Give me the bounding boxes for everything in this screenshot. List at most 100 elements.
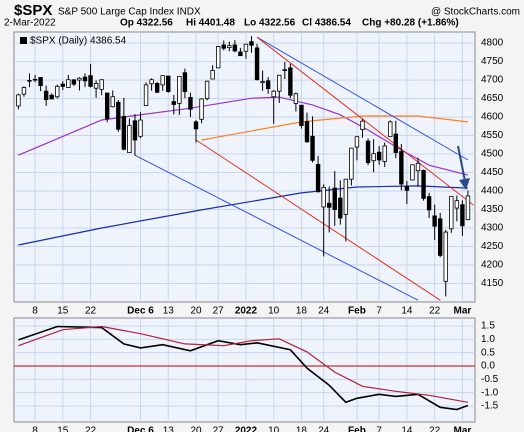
candle-body bbox=[238, 51, 243, 57]
y-tick-label: -1.5 bbox=[481, 401, 499, 412]
y-tick-label: 4450 bbox=[481, 167, 504, 178]
candle-body bbox=[16, 94, 21, 107]
candle-body bbox=[293, 93, 299, 104]
legend: $SPX (Daily) 4386.54 bbox=[30, 36, 127, 47]
candle-body bbox=[326, 202, 332, 208]
y-tick-label: 4500 bbox=[481, 149, 504, 160]
candle-body bbox=[349, 147, 354, 180]
candle-body bbox=[315, 164, 321, 193]
candle-body bbox=[154, 83, 160, 93]
price-panel bbox=[13, 31, 476, 303]
candle-body bbox=[432, 215, 437, 227]
candle-body bbox=[88, 75, 93, 87]
candle-body bbox=[249, 41, 254, 46]
candle-body bbox=[299, 104, 304, 126]
trend-line bbox=[134, 154, 419, 301]
change: Chg +80.28 (+1.86%) bbox=[362, 18, 459, 29]
moving-average bbox=[201, 115, 468, 141]
candle-body bbox=[43, 90, 49, 101]
x-tick-label: 14 bbox=[401, 426, 413, 432]
candle-body bbox=[426, 196, 432, 211]
x-tick-label: 8 bbox=[32, 426, 38, 432]
y-tick-label: 4250 bbox=[481, 241, 504, 252]
indicator-line bbox=[18, 325, 469, 403]
candle-body bbox=[443, 231, 448, 282]
candle-body bbox=[93, 83, 99, 89]
candle-body bbox=[77, 77, 82, 81]
candle-body bbox=[160, 75, 165, 86]
trend-line bbox=[256, 36, 469, 161]
x-tick-label: 13 bbox=[163, 426, 175, 432]
y-tick-label: -0.5 bbox=[481, 374, 499, 385]
site: @ StockCharts.com bbox=[431, 7, 520, 18]
close: Cl 4386.54 bbox=[302, 18, 351, 29]
y-tick-label: 0.0 bbox=[481, 361, 495, 372]
candle-body bbox=[55, 85, 60, 98]
candle-body bbox=[465, 195, 471, 221]
candle-body bbox=[182, 72, 188, 92]
candle-body bbox=[99, 79, 104, 90]
candle-body bbox=[321, 186, 326, 208]
x-tick-label: 10 bbox=[268, 306, 280, 317]
candle-body bbox=[71, 79, 77, 85]
candle-body bbox=[221, 44, 226, 49]
y-tick-label: 1.0 bbox=[481, 334, 495, 345]
date: 2-Mar-2022 bbox=[4, 18, 56, 29]
candle-body bbox=[399, 151, 404, 185]
candle-body bbox=[116, 101, 121, 130]
open: Op 4322.56 bbox=[120, 18, 173, 29]
candle-body bbox=[82, 76, 88, 82]
x-tick-label: 24 bbox=[318, 426, 330, 432]
candle-body bbox=[210, 70, 215, 80]
y-tick-label: -1.0 bbox=[481, 387, 499, 398]
candle-body bbox=[449, 196, 454, 230]
candle-body bbox=[127, 125, 132, 153]
x-tick-label: Mar bbox=[454, 306, 472, 317]
x-tick-label: 2022 bbox=[235, 306, 258, 317]
candle-body bbox=[282, 69, 287, 71]
candle-body bbox=[105, 92, 110, 120]
candle-body bbox=[171, 101, 176, 105]
candle-body bbox=[437, 218, 443, 256]
y-tick-label: 4650 bbox=[481, 93, 504, 104]
trend-line bbox=[256, 36, 474, 206]
x-tick-label: 10 bbox=[268, 426, 280, 432]
symbol: $SPX bbox=[14, 2, 52, 19]
candle-body bbox=[232, 44, 238, 52]
y-tick-label: 0.5 bbox=[481, 347, 495, 358]
candle-body bbox=[277, 74, 282, 92]
x-tick-label: 27 bbox=[213, 426, 225, 432]
y-tick-label: 4550 bbox=[481, 130, 504, 141]
x-tick-label: 8 bbox=[32, 306, 38, 317]
y-tick-label: 4700 bbox=[481, 75, 504, 86]
x-tick-label: 7 bbox=[376, 426, 382, 432]
candle-body bbox=[38, 77, 43, 87]
candle-body bbox=[388, 121, 393, 138]
x-tick-label: 22 bbox=[85, 426, 97, 432]
candle-body bbox=[199, 98, 204, 120]
x-tick-label: Dec 6 bbox=[127, 306, 154, 317]
y-tick-label: 4150 bbox=[481, 278, 504, 289]
y-tick-label: 4300 bbox=[481, 223, 504, 234]
y-tick-label: 4200 bbox=[481, 260, 504, 271]
security-name: S&P 500 Large Cap Index INDX bbox=[58, 7, 201, 18]
y-tick-label: 4350 bbox=[481, 204, 504, 215]
candle-body bbox=[365, 140, 371, 163]
candle-body bbox=[166, 75, 171, 92]
candle-body bbox=[332, 187, 337, 210]
arrow-annotation bbox=[457, 145, 470, 190]
x-tick-label: 22 bbox=[429, 306, 441, 317]
x-tick-label: Feb bbox=[348, 306, 366, 317]
candle-body bbox=[21, 87, 27, 95]
x-tick-label: Dec 6 bbox=[127, 426, 154, 432]
candle-body bbox=[338, 197, 343, 219]
y-tick-label: 4400 bbox=[481, 186, 504, 197]
candle-body bbox=[304, 121, 310, 143]
candle-body bbox=[404, 186, 410, 191]
x-tick-label: 24 bbox=[318, 306, 330, 317]
low: Lo 4322.56 bbox=[244, 18, 296, 29]
candle-body bbox=[460, 204, 465, 227]
trend-line bbox=[195, 139, 441, 301]
candle-body bbox=[265, 80, 271, 89]
